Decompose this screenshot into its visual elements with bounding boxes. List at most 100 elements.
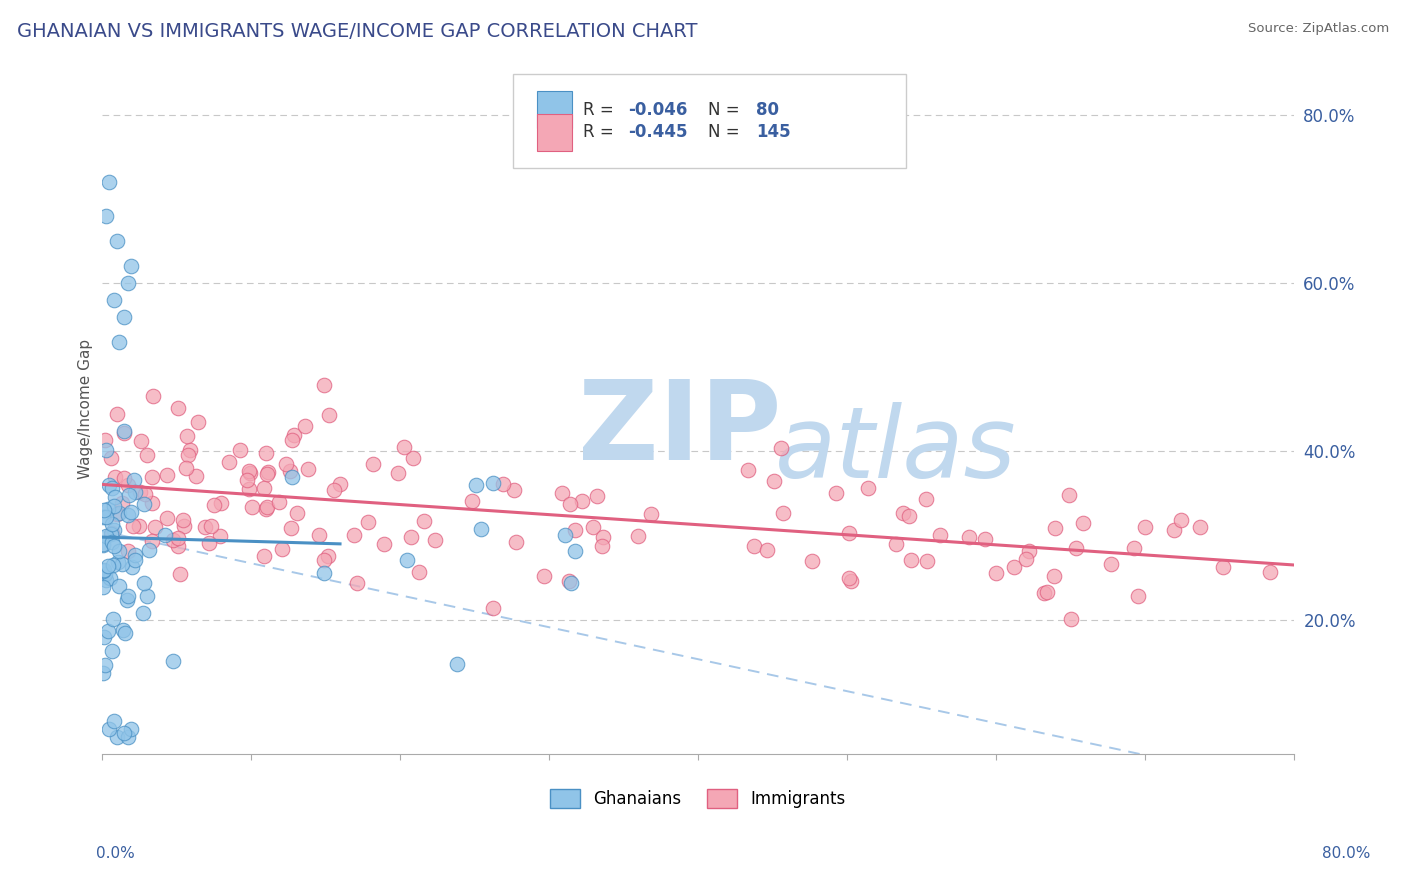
Ghanaians — [93, 630, 115, 644]
Ghanaians — [96, 442, 118, 457]
FancyBboxPatch shape — [537, 114, 572, 151]
Immigrants — [240, 500, 263, 515]
Immigrants — [772, 506, 794, 520]
Immigrants — [973, 533, 995, 547]
Immigrants — [197, 536, 219, 550]
Immigrants — [551, 485, 574, 500]
Text: Source: ZipAtlas.com: Source: ZipAtlas.com — [1249, 22, 1389, 36]
Ghanaians — [121, 560, 143, 574]
Immigrants — [387, 466, 409, 480]
Immigrants — [825, 486, 848, 500]
Immigrants — [176, 429, 198, 443]
Immigrants — [491, 477, 513, 491]
Immigrants — [200, 519, 222, 533]
Ghanaians — [91, 564, 114, 578]
Ghanaians — [124, 548, 146, 562]
Immigrants — [357, 515, 380, 529]
Immigrants — [256, 500, 278, 515]
Immigrants — [343, 528, 366, 542]
Legend: Ghanaians, Immigrants: Ghanaians, Immigrants — [544, 782, 852, 815]
Immigrants — [856, 481, 879, 495]
Ghanaians — [93, 563, 115, 577]
Immigrants — [505, 535, 527, 549]
Ghanaians — [97, 478, 120, 492]
Immigrants — [1032, 586, 1054, 600]
Immigrants — [1060, 612, 1083, 626]
Ghanaians — [132, 607, 155, 621]
Ghanaians — [112, 310, 135, 324]
Ghanaians — [138, 542, 160, 557]
Immigrants — [1099, 558, 1122, 572]
Ghanaians — [93, 566, 115, 581]
Immigrants — [763, 474, 786, 488]
Immigrants — [627, 529, 650, 543]
Text: ZIP: ZIP — [578, 376, 782, 483]
Immigrants — [640, 508, 662, 522]
Ghanaians — [465, 477, 488, 491]
Immigrants — [737, 463, 759, 477]
Immigrants — [208, 529, 231, 543]
Immigrants — [756, 542, 779, 557]
Immigrants — [256, 467, 278, 481]
FancyBboxPatch shape — [537, 91, 572, 128]
Ghanaians — [134, 498, 156, 512]
Immigrants — [253, 481, 276, 495]
Ghanaians — [117, 276, 139, 290]
Immigrants — [915, 554, 938, 568]
Immigrants — [141, 470, 163, 484]
Ghanaians — [103, 540, 125, 554]
Immigrants — [202, 498, 225, 512]
Ghanaians — [91, 580, 114, 594]
Immigrants — [558, 574, 581, 589]
Immigrants — [278, 464, 301, 478]
Immigrants — [592, 530, 614, 544]
Immigrants — [1018, 544, 1040, 558]
Ghanaians — [98, 722, 121, 736]
Immigrants — [238, 464, 260, 478]
Ghanaians — [94, 209, 117, 223]
Text: 0.0%: 0.0% — [96, 847, 135, 861]
Ghanaians — [481, 476, 503, 491]
Immigrants — [929, 528, 952, 542]
Text: GHANAIAN VS IMMIGRANTS WAGE/INCOME GAP CORRELATION CHART: GHANAIAN VS IMMIGRANTS WAGE/INCOME GAP C… — [17, 22, 697, 41]
Immigrants — [984, 566, 1007, 581]
Ghanaians — [103, 523, 125, 537]
Ghanaians — [104, 490, 127, 504]
Ghanaians — [103, 558, 125, 573]
Ghanaians — [162, 655, 184, 669]
Immigrants — [172, 513, 194, 527]
Immigrants — [742, 539, 765, 553]
Ghanaians — [98, 571, 121, 585]
Ghanaians — [100, 534, 122, 549]
Immigrants — [318, 408, 340, 422]
Immigrants — [187, 415, 209, 429]
Immigrants — [142, 389, 165, 403]
Immigrants — [363, 457, 385, 471]
Ghanaians — [94, 657, 117, 672]
Ghanaians — [91, 666, 114, 681]
Text: R =: R = — [583, 101, 619, 119]
Ghanaians — [103, 293, 125, 307]
Immigrants — [238, 482, 260, 496]
Ghanaians — [560, 576, 582, 591]
Ghanaians — [314, 566, 336, 580]
Ghanaians — [105, 731, 128, 745]
Immigrants — [271, 542, 294, 557]
Immigrants — [346, 575, 368, 590]
Ghanaians — [117, 589, 139, 603]
Immigrants — [839, 574, 862, 588]
Ghanaians — [97, 624, 120, 639]
Ghanaians — [117, 731, 139, 745]
Ghanaians — [94, 574, 117, 588]
Ghanaians — [103, 714, 125, 728]
Immigrants — [254, 502, 277, 516]
Immigrants — [257, 465, 280, 479]
Immigrants — [1035, 585, 1057, 599]
Immigrants — [1135, 520, 1157, 534]
Immigrants — [276, 458, 298, 472]
Ghanaians — [120, 722, 142, 736]
Immigrants — [179, 442, 201, 457]
Immigrants — [312, 378, 335, 392]
Immigrants — [1212, 560, 1234, 574]
Ghanaians — [93, 503, 115, 517]
